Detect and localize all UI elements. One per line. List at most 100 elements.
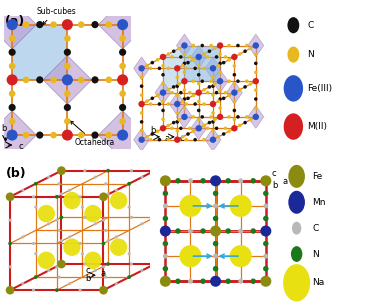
Circle shape (36, 21, 44, 28)
Text: N: N (307, 50, 314, 59)
Circle shape (263, 241, 269, 246)
Circle shape (175, 228, 181, 234)
Polygon shape (176, 106, 192, 128)
Circle shape (231, 125, 238, 132)
Circle shape (106, 262, 110, 266)
Circle shape (36, 132, 44, 139)
Circle shape (102, 242, 105, 245)
Circle shape (186, 132, 190, 136)
Circle shape (193, 138, 197, 141)
Circle shape (78, 132, 84, 138)
Circle shape (253, 114, 259, 120)
Polygon shape (176, 34, 192, 57)
Circle shape (38, 205, 55, 222)
Circle shape (222, 96, 226, 100)
Circle shape (119, 118, 126, 125)
Circle shape (110, 192, 127, 209)
Circle shape (158, 138, 161, 141)
Circle shape (8, 218, 12, 222)
Circle shape (127, 275, 131, 279)
Circle shape (9, 90, 15, 97)
Text: b: b (2, 124, 7, 133)
Circle shape (140, 120, 143, 124)
Circle shape (161, 82, 165, 85)
Circle shape (8, 104, 16, 111)
Circle shape (254, 88, 258, 92)
Circle shape (151, 132, 154, 136)
Circle shape (233, 64, 236, 68)
Circle shape (249, 82, 252, 86)
Circle shape (186, 96, 190, 100)
Circle shape (138, 65, 145, 72)
Circle shape (211, 93, 215, 97)
Circle shape (182, 97, 186, 101)
Circle shape (151, 166, 159, 175)
Circle shape (63, 238, 81, 256)
Circle shape (64, 104, 71, 111)
Circle shape (260, 226, 271, 237)
Circle shape (81, 206, 84, 209)
Circle shape (172, 121, 176, 124)
Circle shape (201, 44, 204, 47)
Circle shape (57, 275, 61, 279)
Polygon shape (184, 46, 220, 81)
Circle shape (34, 182, 38, 185)
Circle shape (119, 49, 126, 56)
Circle shape (83, 169, 86, 172)
Circle shape (202, 124, 206, 127)
Circle shape (210, 101, 216, 107)
Circle shape (140, 76, 143, 79)
Circle shape (200, 228, 206, 234)
Text: a: a (282, 177, 288, 186)
Circle shape (196, 89, 202, 96)
Circle shape (47, 222, 50, 226)
Circle shape (176, 111, 179, 115)
Circle shape (288, 47, 299, 63)
Circle shape (9, 63, 15, 69)
Circle shape (184, 67, 188, 70)
Circle shape (210, 226, 221, 237)
Text: (b): (b) (6, 167, 27, 180)
Circle shape (153, 239, 156, 242)
Circle shape (7, 74, 18, 85)
Circle shape (174, 136, 181, 143)
Text: a: a (100, 269, 105, 278)
Circle shape (34, 275, 38, 279)
Circle shape (225, 228, 231, 234)
Circle shape (254, 62, 258, 65)
Circle shape (197, 73, 201, 76)
Circle shape (192, 129, 195, 133)
Circle shape (213, 241, 218, 246)
Circle shape (160, 54, 166, 60)
Circle shape (172, 50, 176, 53)
Circle shape (260, 175, 271, 186)
Circle shape (206, 55, 209, 59)
Circle shape (6, 286, 14, 295)
Circle shape (188, 178, 193, 183)
Circle shape (197, 118, 201, 121)
Circle shape (179, 195, 201, 217)
Circle shape (251, 228, 256, 234)
Circle shape (94, 176, 97, 179)
Circle shape (202, 52, 206, 56)
Circle shape (179, 245, 201, 267)
Circle shape (36, 76, 44, 84)
Circle shape (23, 21, 29, 28)
Circle shape (213, 118, 216, 121)
Text: Fe: Fe (312, 172, 323, 181)
Circle shape (117, 129, 128, 141)
Circle shape (213, 216, 218, 221)
Circle shape (170, 126, 174, 130)
Circle shape (115, 282, 118, 285)
Circle shape (202, 138, 206, 141)
Circle shape (117, 19, 128, 30)
Circle shape (213, 254, 218, 259)
Circle shape (79, 289, 82, 292)
Circle shape (145, 64, 149, 67)
Circle shape (263, 266, 269, 271)
Circle shape (64, 49, 71, 56)
Circle shape (162, 241, 168, 246)
Circle shape (141, 222, 144, 226)
Circle shape (213, 191, 218, 196)
Circle shape (57, 182, 61, 185)
